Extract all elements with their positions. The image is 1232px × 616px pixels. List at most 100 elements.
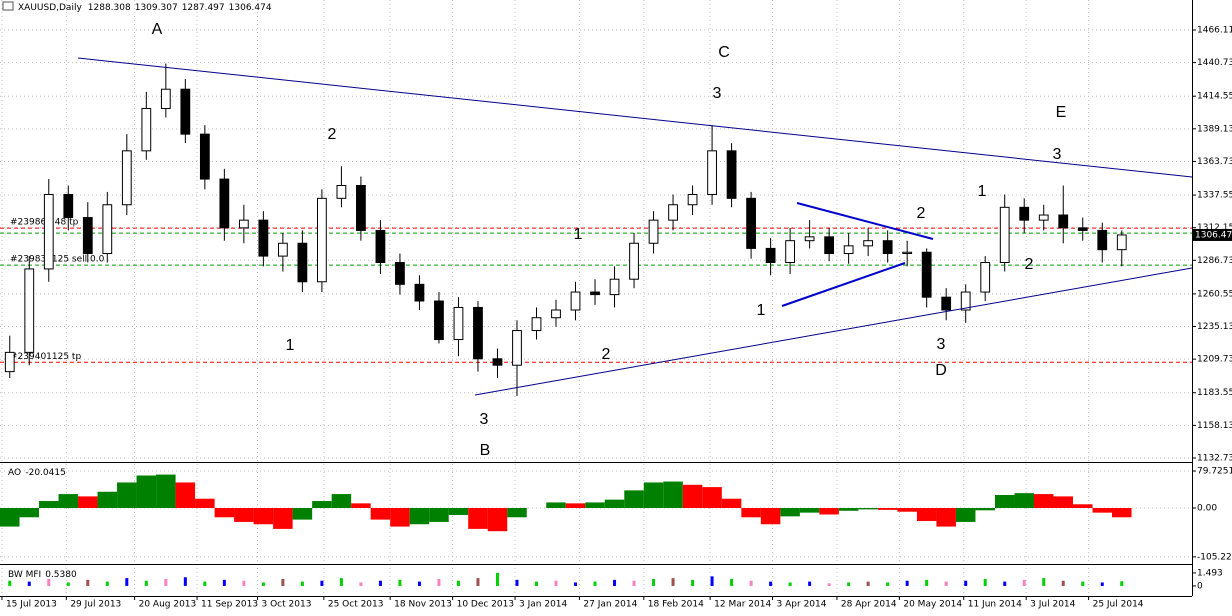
- symbol-icon: [2, 1, 14, 11]
- wave-label: 3: [1053, 146, 1062, 163]
- candle-body: [960, 291, 971, 311]
- ao-bar: [175, 482, 196, 508]
- quote-low: 1287.497: [182, 3, 225, 13]
- ao-bar: [916, 507, 937, 521]
- ao-bar: [819, 507, 839, 515]
- candle-body: [941, 296, 952, 311]
- y-tick-label: 1312.150: [1197, 223, 1232, 233]
- quote-high: 1309.307: [135, 3, 178, 13]
- last-price-tag: [1192, 228, 1232, 241]
- chart-title: XAUUSD,Daily 1288.308 1309.307 1287.497 1306…: [18, 3, 272, 13]
- candle-body: [473, 306, 483, 360]
- candle-body: [707, 150, 717, 195]
- candle-body: [141, 107, 152, 152]
- candle-body: [356, 184, 366, 231]
- mfi-name: BW MFI: [8, 570, 41, 580]
- candle-body: [1038, 214, 1049, 221]
- candle-body: [1019, 206, 1030, 221]
- ao-bar: [409, 507, 430, 525]
- candle-body: [921, 251, 932, 298]
- ao-bar: [741, 507, 761, 518]
- candle-body: [746, 197, 756, 249]
- ao-bar: [1053, 496, 1073, 508]
- x-tick-label: 15 Jul 2013: [6, 600, 57, 610]
- mfi-bar: [1042, 578, 1046, 586]
- candle-body: [629, 242, 639, 280]
- mfi-bar: [1100, 582, 1104, 586]
- x-tick-label: 10 Dec 2013: [457, 600, 515, 610]
- mfi-bar: [339, 578, 343, 586]
- y-tick-label: 1414.550: [1197, 92, 1232, 102]
- ao-tick-label: 79.7251: [1197, 466, 1232, 476]
- y-tick-label: 1363.730: [1197, 157, 1232, 167]
- mfi-bar: [417, 581, 421, 586]
- ao-bar: [721, 498, 742, 508]
- candle-body: [277, 242, 288, 257]
- mfi-bar: [574, 582, 578, 586]
- mfi-bar: [1022, 579, 1026, 586]
- mfi-bar: [613, 579, 617, 586]
- candle-body: [160, 88, 171, 109]
- mfi-bar: [456, 580, 460, 586]
- mfi-bar: [437, 578, 441, 586]
- ao-bar: [702, 487, 722, 508]
- candle-body: [609, 278, 620, 296]
- ao-bar: [136, 475, 157, 508]
- y-tick-label: 1158.130: [1197, 421, 1232, 431]
- ao-bar: [780, 507, 800, 517]
- mfi-value: 0.5380: [45, 570, 77, 580]
- mfi-tick-label: 1.493: [1197, 568, 1223, 578]
- y-tick-label: 1337.550: [1197, 191, 1232, 201]
- x-tick-label: 11 Jun 2014: [968, 600, 1022, 610]
- ao-bar: [273, 507, 293, 529]
- x-tick-label: 18 Feb 2014: [648, 600, 704, 610]
- candle-body: [902, 251, 913, 255]
- mfi-bar: [261, 582, 265, 586]
- y-tick-label: 1209.730: [1197, 355, 1232, 365]
- mfi-bar: [925, 579, 929, 586]
- y-tick-label: 1389.130: [1197, 124, 1232, 134]
- ao-bar: [546, 502, 566, 508]
- mfi-bar: [632, 580, 636, 586]
- ao-bar: [0, 507, 20, 527]
- mfi-bar: [671, 578, 675, 586]
- ao-bar: [214, 507, 235, 518]
- mfi-bar: [8, 580, 12, 586]
- wave-label: C: [718, 44, 730, 61]
- y-tick-label: 1466.110: [1197, 26, 1232, 36]
- ao-bar: [97, 491, 118, 508]
- candle-body: [336, 184, 347, 199]
- mfi-bar: [476, 578, 480, 586]
- candle-body: [63, 193, 74, 219]
- mfi-bar: [964, 580, 968, 586]
- wave-label: 2: [602, 346, 611, 363]
- candle-body: [317, 197, 327, 283]
- candle-body: [1116, 234, 1127, 251]
- mfi-bar: [905, 580, 909, 586]
- mfi-bar: [1081, 581, 1085, 586]
- ao-bar: [39, 501, 59, 508]
- labels: 1466.110 1440.730 1414.550 1389.130 1363.730…: [1, 26, 1232, 610]
- candle-body: [219, 178, 230, 229]
- main-panel: #239862 48 tp#239835125 sell 0.0#2394011…: [0, 21, 1192, 459]
- mfi-title: BW MFI 0.5380: [8, 570, 77, 580]
- candle-body: [43, 193, 54, 270]
- mfi-bar: [534, 581, 538, 586]
- ao-name: AO: [8, 468, 21, 478]
- candle-body: [765, 247, 776, 264]
- ao-bar: [19, 507, 40, 518]
- candle-body: [199, 133, 210, 180]
- ao-bar: [429, 507, 449, 522]
- x-tick-label: 28 Apr 2014: [841, 600, 897, 610]
- x-tick-label: 20 Aug 2013: [139, 600, 197, 610]
- candle-body: [24, 268, 35, 353]
- mfi-bar: [886, 582, 890, 586]
- mfi-bar: [1061, 580, 1065, 586]
- y-tick-label: 1260.550: [1197, 289, 1232, 299]
- ao-tick-label: -105.2251: [1197, 552, 1232, 562]
- x-tick-label: 18 Nov 2013: [394, 600, 452, 610]
- mfi-bar: [105, 581, 109, 586]
- candle-body: [375, 229, 386, 264]
- candle-body: [980, 262, 991, 293]
